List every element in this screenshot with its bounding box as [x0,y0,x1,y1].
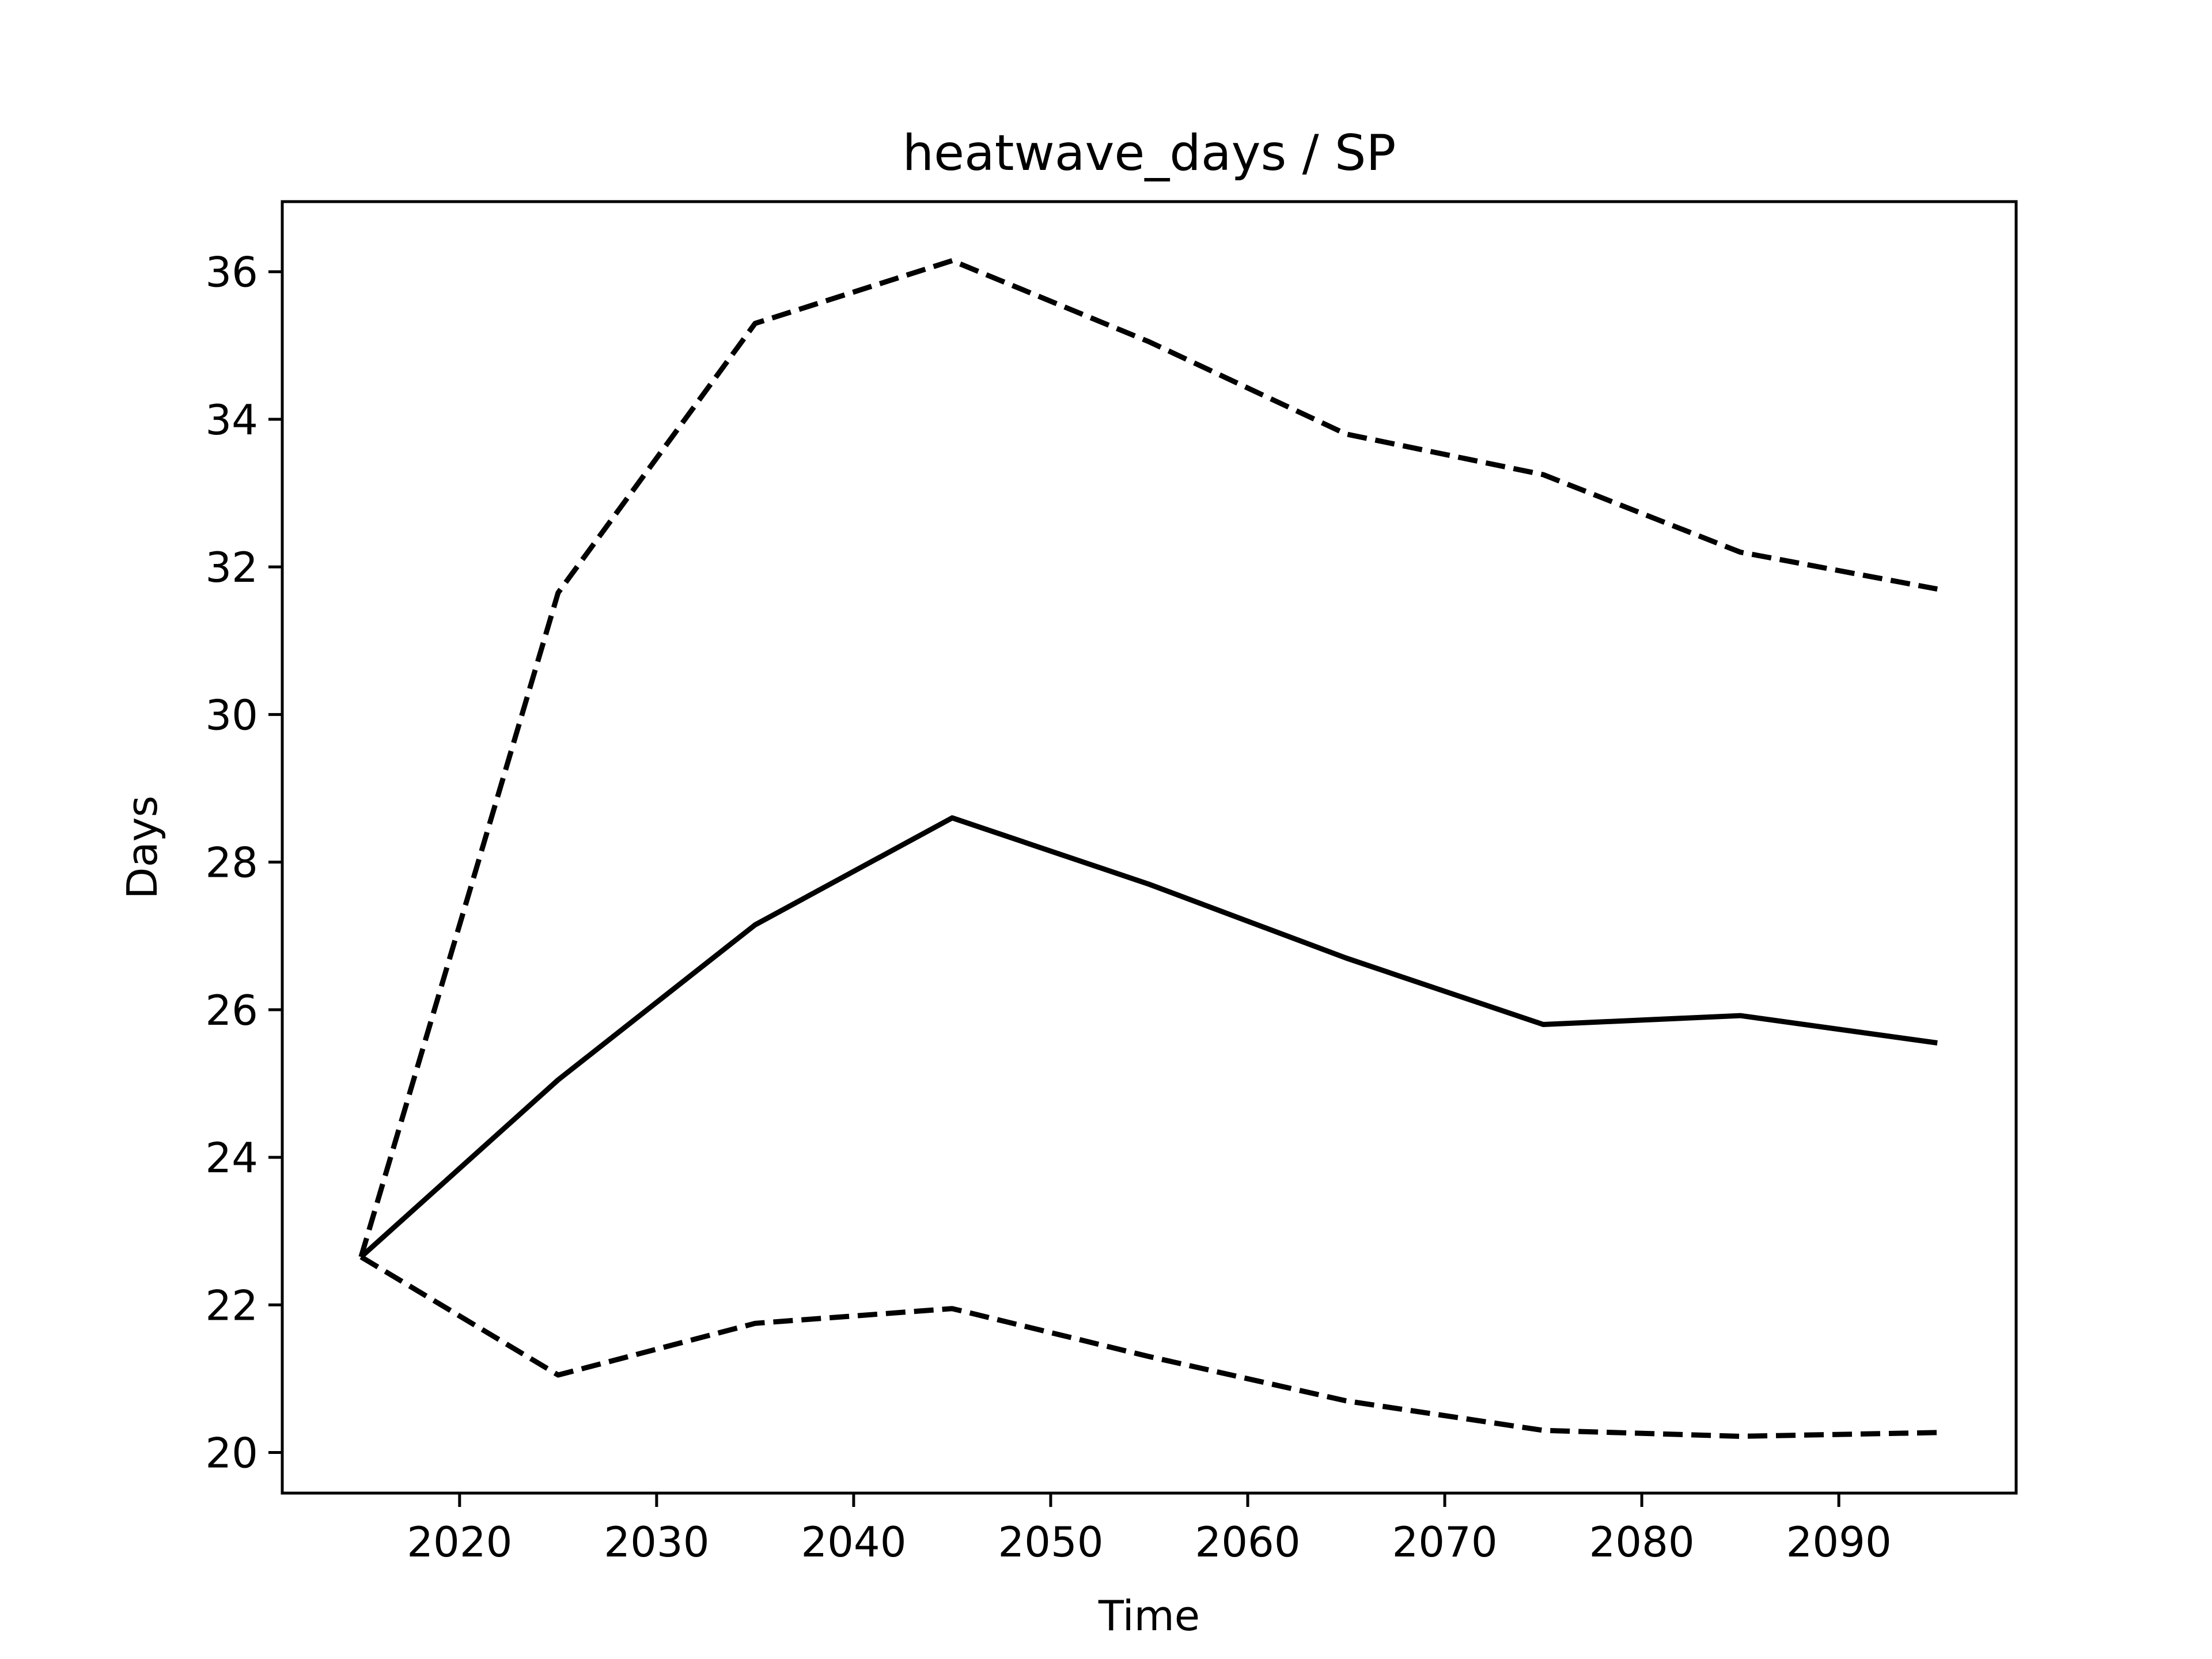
dashed-series-line-1 [358,258,1938,1258]
y-tick-label: 20 [205,1429,258,1478]
y-tick-label: 36 [205,248,258,297]
y-tick-label: 30 [205,691,258,739]
x-tick-label: 2060 [1195,1518,1300,1566]
plot-frame [281,200,2018,1495]
y-tick-label: 22 [205,1281,258,1330]
y-axis: 20 22 24 26 28 30 32 34 36 [205,248,282,1478]
x-tick-label: 2050 [998,1518,1103,1566]
x-tick-label: 2070 [1392,1518,1497,1566]
y-tick-label: 24 [205,1134,258,1182]
chart-title: heatwave_days / SP [903,124,1396,182]
y-axis-label: Days [118,796,166,899]
series-lines [358,258,1938,1439]
x-axis: 2020 2030 2040 2050 2060 2070 2080 2090 [407,1493,1892,1566]
y-tick-label: 34 [205,396,258,444]
solid-series-line-0 [359,815,1938,1259]
x-axis-label: Time [1098,1592,1200,1640]
dashed-series-line-2 [359,1255,1938,1439]
x-tick-label: 2040 [801,1518,906,1566]
y-tick-label: 26 [205,986,258,1035]
y-tick-label: 28 [205,839,258,887]
x-tick-label: 2020 [407,1518,512,1566]
y-tick-label: 32 [205,543,258,592]
x-tick-label: 2030 [604,1518,709,1566]
x-tick-label: 2090 [1786,1518,1892,1566]
x-tick-label: 2080 [1589,1518,1694,1566]
